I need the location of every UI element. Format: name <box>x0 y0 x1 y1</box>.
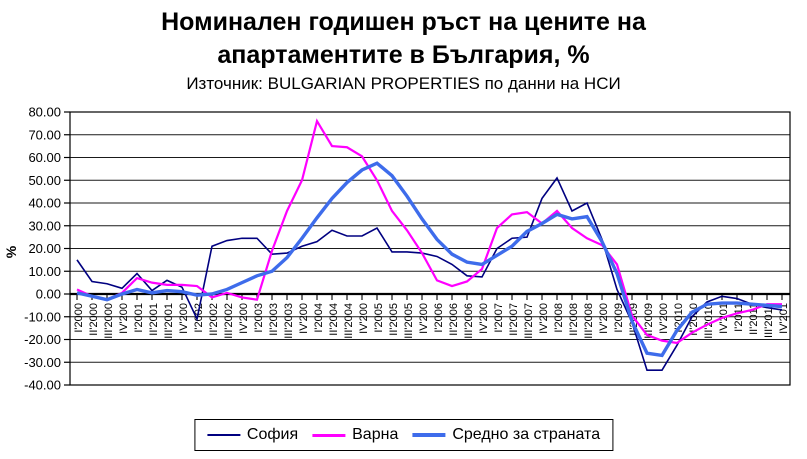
x-tick-label: I'2011 <box>733 303 745 332</box>
x-tick-label: IV'200 <box>538 303 550 334</box>
chart-title-line1: Номинален годишен ръст на цените на <box>161 8 646 36</box>
x-tick-label: I'2001 <box>133 303 145 333</box>
legend-item-varna: Варна <box>312 426 398 444</box>
x-tick-label: II'2000 <box>88 303 100 336</box>
series-line-0 <box>76 176 783 372</box>
x-tick-label: III'2005 <box>403 303 415 339</box>
chart-subtitle: Източник: BULGARIAN PROPERTIES по данни … <box>186 74 621 93</box>
legend-label-average: Средно за страната <box>452 426 601 443</box>
y-tick-label: 40.00 <box>28 196 61 211</box>
x-tick-label: IV'200 <box>298 303 310 334</box>
y-tick-label: 20.00 <box>28 241 61 256</box>
legend: София Варна Средно за страната <box>193 419 614 451</box>
x-tick-label: IV'200 <box>118 303 130 334</box>
x-tick-label: II'2006 <box>448 303 460 336</box>
x-tick-label: III'2004 <box>343 303 355 339</box>
y-axis-title: % <box>3 245 19 258</box>
y-tick-label: 60.00 <box>28 150 61 165</box>
legend-line-swatch-varna <box>312 433 346 437</box>
x-tick-label: IV'200 <box>598 303 610 334</box>
x-tick-label: III'2007 <box>523 303 535 339</box>
x-tick-label: I'2000 <box>73 303 85 333</box>
x-tick-label: III'2003 <box>283 303 295 339</box>
x-tick-label: II'2004 <box>328 303 340 336</box>
x-tick-label: III'2001 <box>163 303 175 339</box>
x-tick-label: I'2009 <box>613 303 625 333</box>
x-tick-label: III'2000 <box>103 303 115 339</box>
x-tick-label: II'2001 <box>148 303 160 336</box>
y-tick-label: 0.00 <box>36 287 61 302</box>
y-tick-label: 30.00 <box>28 218 61 233</box>
legend-line-swatch-average <box>412 433 446 437</box>
x-tick-label: III'2009 <box>643 303 655 339</box>
x-tick-label: IV'200 <box>238 303 250 334</box>
y-tick-label: -20.00 <box>24 332 61 347</box>
x-tick-label: I'2008 <box>553 303 565 333</box>
x-tick-label: IV'201 <box>778 303 790 334</box>
y-tick-label: 80.00 <box>28 105 61 120</box>
x-tick-label: II'2005 <box>388 303 400 336</box>
x-tick-label: IV'200 <box>358 303 370 334</box>
x-tick-label: IV'200 <box>658 303 670 334</box>
chart-title-block: Номинален годишен ръст на цените на апар… <box>0 6 807 94</box>
x-tick-label: II'2002 <box>208 303 220 336</box>
y-tick-label: -10.00 <box>24 309 61 324</box>
legend-item-sofia: София <box>206 426 299 444</box>
y-tick-label: 10.00 <box>28 264 61 279</box>
y-tick-label: -40.00 <box>24 378 61 393</box>
y-tick-label: 70.00 <box>28 127 61 142</box>
chart-title-line2: апартаментите в България, % <box>217 41 590 69</box>
x-tick-label: I'2005 <box>373 303 385 333</box>
x-tick-label: III'2008 <box>583 303 595 339</box>
x-tick-label: IV'200 <box>418 303 430 334</box>
legend-item-average: Средно за страната <box>412 426 600 444</box>
legend-line-swatch-sofia <box>206 434 240 436</box>
x-tick-label: I'2007 <box>493 303 505 333</box>
x-tick-label: I'2006 <box>433 303 445 333</box>
x-tick-label: III'2002 <box>223 303 235 339</box>
x-tick-label: I'2003 <box>253 303 265 333</box>
legend-label-varna: Варна <box>352 426 399 443</box>
x-tick-label: IV'200 <box>478 303 490 334</box>
x-tick-label: IV'200 <box>178 303 190 334</box>
x-tick-label: III'2010 <box>703 303 715 339</box>
x-tick-label: III'2006 <box>463 303 475 339</box>
x-tick-label: I'2002 <box>193 303 205 333</box>
x-tick-label: III'2011 <box>763 303 775 338</box>
y-tick-label: -30.00 <box>24 355 61 370</box>
x-tick-label: II'2008 <box>568 303 580 336</box>
legend-label-sofia: София <box>246 426 299 443</box>
series-line-2 <box>76 161 783 358</box>
y-tick-label: 50.00 <box>28 173 61 188</box>
x-tick-label: I'2004 <box>313 303 325 333</box>
x-tick-label: II'2003 <box>268 303 280 336</box>
series-line-1 <box>76 118 782 345</box>
x-tick-label: II'2007 <box>508 303 520 336</box>
